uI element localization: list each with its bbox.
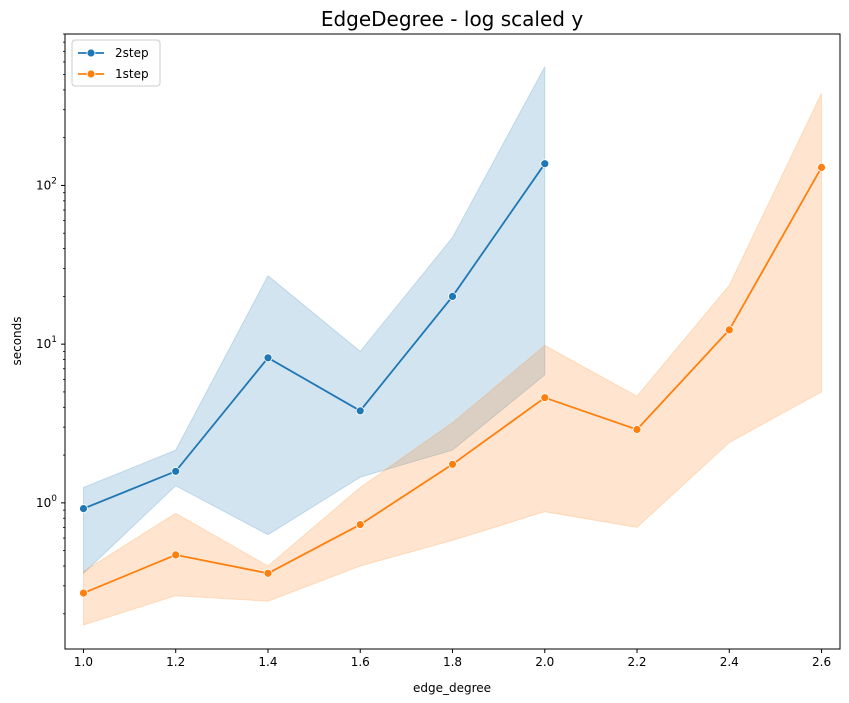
x-tick-label: 1.0 xyxy=(74,655,93,669)
data-point-2step xyxy=(449,292,457,300)
data-point-1step xyxy=(172,551,180,559)
x-tick-label: 2.6 xyxy=(812,655,831,669)
x-tick-label: 1.6 xyxy=(351,655,370,669)
legend: 2step 1step xyxy=(72,40,160,86)
legend-label-2step: 2step xyxy=(115,46,149,60)
data-point-1step xyxy=(264,569,272,577)
x-axis-label: edge_degree xyxy=(413,681,491,695)
data-point-1step xyxy=(818,163,826,171)
y-axis: 100 101 102 xyxy=(36,34,65,614)
data-point-2step xyxy=(356,407,364,415)
x-tick-label: 1.2 xyxy=(166,655,185,669)
data-point-1step xyxy=(449,460,457,468)
data-point-1step xyxy=(633,426,641,434)
data-point-2step xyxy=(172,467,180,475)
x-tick-label: 2.0 xyxy=(535,655,554,669)
data-point-2step xyxy=(80,505,88,513)
legend-marker-1step xyxy=(87,70,95,78)
x-axis: 1.0 1.2 1.4 1.6 1.8 2.0 2.2 2.4 2.6 xyxy=(74,649,831,669)
x-tick-label: 2.4 xyxy=(720,655,739,669)
chart-title: EdgeDegree - log scaled y xyxy=(321,7,583,31)
y-tick-label: 102 xyxy=(36,176,57,192)
legend-label-1step: 1step xyxy=(115,67,149,81)
data-point-1step xyxy=(80,589,88,597)
y-tick-label: 100 xyxy=(36,494,57,510)
y-tick-label: 101 xyxy=(36,335,57,351)
data-point-1step xyxy=(356,521,364,529)
x-tick-label: 1.8 xyxy=(443,655,462,669)
data-point-1step xyxy=(725,326,733,334)
y-axis-label: seconds xyxy=(10,316,24,365)
x-tick-label: 2.2 xyxy=(627,655,646,669)
data-point-1step xyxy=(541,394,549,402)
legend-marker-2step xyxy=(87,49,95,57)
data-point-2step xyxy=(264,354,272,362)
data-point-2step xyxy=(541,160,549,168)
x-tick-label: 1.4 xyxy=(258,655,277,669)
